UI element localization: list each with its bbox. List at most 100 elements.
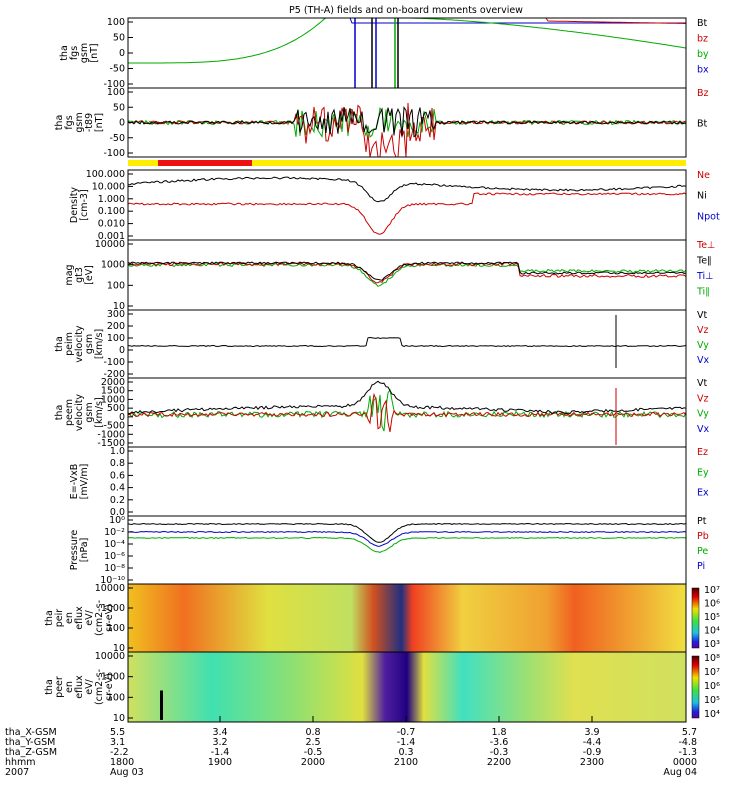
y-axis-label: tha — [54, 115, 65, 131]
legend-Bz: Bz — [697, 88, 709, 99]
y-tick-label: 0.001 — [98, 231, 125, 242]
y-axis-label: sr-eV) — [104, 604, 115, 632]
y-tick-label: 50 — [113, 102, 125, 113]
y-tick-label: -100 — [103, 148, 125, 159]
legend-Te⊥: Te⊥ — [696, 240, 715, 251]
y-axis-label: fgs — [64, 115, 75, 129]
x-row-value: -2.2 — [110, 747, 129, 758]
trace-vz — [127, 392, 687, 433]
y-tick-label: 0.6 — [110, 470, 125, 481]
colorbar-tick-label: 10⁶ — [704, 599, 720, 610]
y-tick-label: 1000 — [101, 672, 125, 683]
x-row-value: -1.4 — [397, 737, 416, 748]
y-tick-label: 100.000 — [86, 169, 125, 180]
y-tick-label: 10⁰ — [109, 515, 125, 526]
y-axis-label: -t89 — [84, 113, 95, 132]
legend-bz: bz — [697, 34, 708, 45]
y-tick-label: 1500 — [101, 386, 125, 397]
trace-vt — [127, 380, 687, 415]
colorbar-tick-label: 10⁵ — [704, 612, 720, 623]
trace-bz — [127, 102, 687, 158]
y-tick-label: 10 — [113, 643, 125, 654]
y-axis-label: velocity — [74, 325, 85, 363]
y-axis-label: [mV/m] — [79, 464, 90, 500]
x-row-value: 3.4 — [212, 727, 227, 738]
y-tick-label: 0 — [119, 412, 125, 423]
y-axis-label: gsm — [84, 334, 95, 354]
y-tick-label: 300 — [107, 309, 125, 320]
y-axis-label: en — [64, 681, 75, 693]
y-tick-label: -100 — [103, 79, 125, 90]
y-axis-label: fgs — [69, 46, 80, 60]
y-axis-label: tha — [44, 679, 55, 695]
legend-Ey: Ey — [697, 467, 709, 478]
legend-Ti∥: Ti∥ — [696, 287, 710, 298]
legend-Ni: Ni — [697, 191, 707, 202]
y-axis-label: gsm — [84, 402, 95, 422]
y-tick-label: 100 — [107, 17, 125, 28]
legend-Vx: Vx — [697, 424, 709, 435]
y-tick-label: 10.000 — [92, 181, 125, 192]
colorbar-tick-label: 10³ — [704, 639, 720, 650]
colorbar-tick-label: 10⁴ — [704, 626, 720, 637]
panel-fgs: 100 50 0 -50 -100 tha fgs gsm [nT] Bt bz by bx — [59, 17, 709, 90]
legend-Vz: Vz — [697, 325, 709, 336]
trace-teperp — [127, 261, 687, 284]
x-row-value: -4.8 — [678, 737, 697, 748]
colorbar-tick-label: 10⁷ — [704, 585, 720, 596]
trace-ne — [127, 192, 687, 235]
y-axis-label: tha — [59, 45, 70, 61]
y-tick-label: 0 — [119, 118, 125, 129]
x-row-value: 3.2 — [212, 737, 227, 748]
x-row-value: -4.4 — [583, 737, 602, 748]
y-axis-label: peer — [54, 676, 65, 698]
y-tick-label: 10⁻⁴ — [104, 539, 125, 550]
legend-Bt: Bt — [697, 18, 708, 29]
y-tick-label: 1000 — [101, 394, 125, 405]
y-tick-label: 10⁻⁸ — [104, 563, 125, 574]
y-tick-label: 100 — [107, 692, 125, 703]
y-tick-label: -1500 — [97, 438, 125, 449]
y-tick-label: 100 — [107, 623, 125, 634]
legend-Vy: Vy — [697, 409, 709, 420]
colorbar-tick-label: 10⁵ — [704, 695, 720, 706]
y-axis-label: gsm — [79, 43, 90, 63]
legend-Ex: Ex — [697, 488, 709, 499]
y-axis-label: peir — [54, 609, 65, 628]
x-row-value: 0.8 — [305, 727, 320, 738]
legend-Vt: Vt — [697, 378, 707, 389]
x-row-value: -1.3 — [678, 747, 697, 758]
y-tick-label: 1000 — [101, 260, 125, 271]
y-tick-label: 10 — [113, 301, 125, 312]
x-row-value: -0.9 — [583, 747, 602, 758]
y-axis-label: velocity — [74, 394, 85, 432]
legend-Npot: Npot — [697, 211, 720, 222]
x-row-value: Aug 04 — [663, 767, 697, 778]
panel-frame — [127, 309, 687, 379]
y-tick-label: 10⁻⁶ — [104, 551, 125, 562]
y-axis-label: [km/s] — [94, 397, 105, 427]
y-tick-label: -1000 — [97, 429, 125, 440]
x-row-value: Aug 03 — [110, 767, 144, 778]
y-axis-label: tha — [54, 336, 65, 352]
y-axis-label: (cm2-s- — [94, 669, 105, 705]
legend-Ti⊥: Ti⊥ — [696, 271, 713, 282]
y-tick-label: 0 — [119, 345, 125, 356]
y-tick-label: 1.000 — [98, 194, 125, 205]
x-row-value: -1.4 — [211, 747, 230, 758]
panel-fgs_hp: 100 50 0 -50 -100 tha fgs gsm -t89 [nT] Bz Bt — [54, 87, 709, 166]
x-row-value: 5.7 — [682, 727, 697, 738]
legend-Pt: Pt — [697, 516, 707, 527]
legend-Vy: Vy — [697, 340, 709, 351]
x-row-value: 2000 — [301, 757, 325, 768]
y-tick-label: -200 — [103, 369, 125, 380]
y-axis-label: eflux — [74, 606, 85, 630]
colorbar-tick-label: 10⁶ — [704, 681, 720, 692]
quality-bar-flag — [158, 160, 252, 166]
x-row-value: 1.8 — [491, 727, 506, 738]
y-axis-label: sr-eV) — [104, 673, 115, 701]
